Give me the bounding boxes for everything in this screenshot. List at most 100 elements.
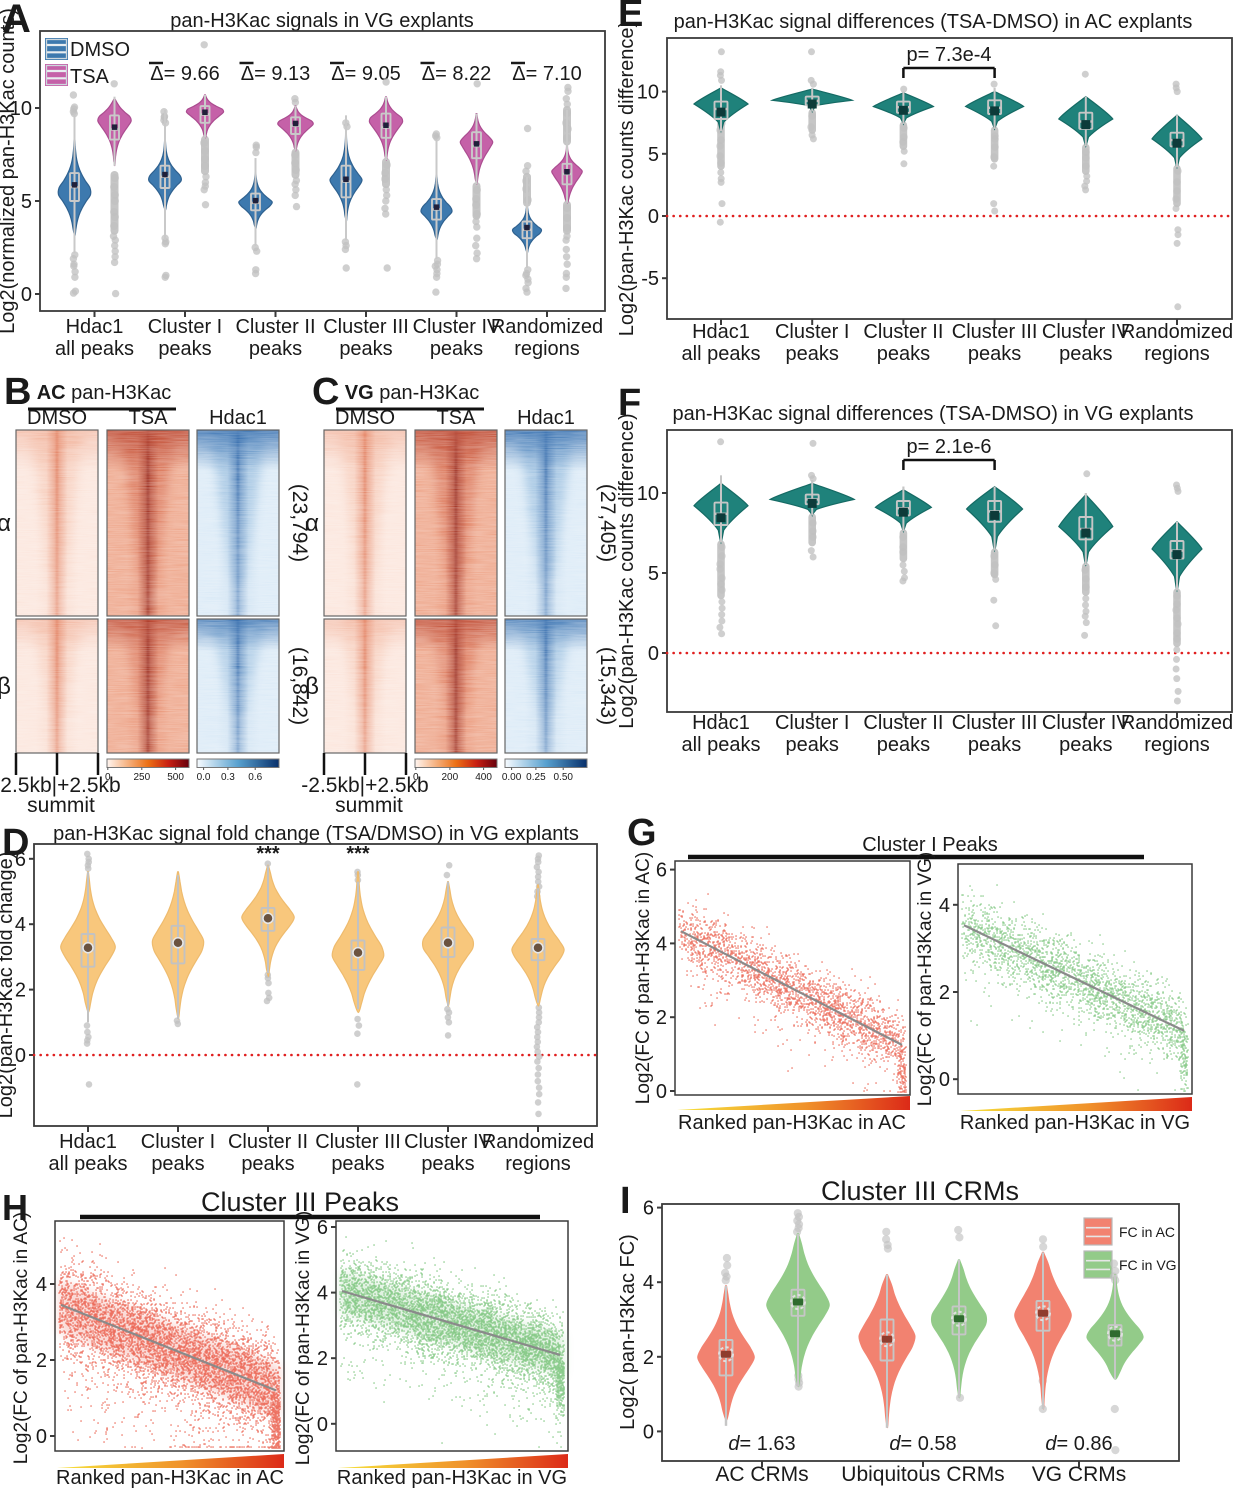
svg-text:B: B — [4, 371, 31, 413]
svg-text:Ranked pan-H3Kac in AC: Ranked pan-H3Kac in AC — [678, 1112, 906, 1134]
svg-text:0: 0 — [36, 1426, 47, 1448]
svg-text:Hdac1: Hdac1 — [66, 316, 124, 338]
svg-text:Δ= 9.66: Δ= 9.66 — [150, 63, 220, 85]
svg-text:Cluster II: Cluster II — [228, 1131, 308, 1153]
svg-text:Cluster II: Cluster II — [863, 321, 943, 343]
svg-text:pan-H3Kac signal differences (: pan-H3Kac signal differences (TSA-DMSO) … — [674, 11, 1193, 33]
svg-text:Ranked pan-H3Kac in AC: Ranked pan-H3Kac in AC — [56, 1467, 284, 1489]
svg-text:D: D — [2, 822, 29, 864]
svg-text:peaks: peaks — [1059, 734, 1112, 756]
svg-text:0: 0 — [656, 1081, 667, 1103]
svg-text:peaks: peaks — [786, 734, 839, 756]
svg-text:Log2(FC of pan-H3Kac in VG): Log2(FC of pan-H3Kac in VG) — [915, 852, 936, 1107]
svg-text:2: 2 — [643, 1347, 654, 1369]
svg-text:VG pan-H3Kac: VG pan-H3Kac — [345, 382, 480, 404]
svg-text:Cluster III CRMs: Cluster III CRMs — [821, 1176, 1019, 1206]
svg-text:TSA: TSA — [129, 407, 169, 429]
svg-text:0.6: 0.6 — [248, 772, 262, 783]
svg-text:AC pan-H3Kac: AC pan-H3Kac — [37, 382, 172, 404]
svg-text:5: 5 — [648, 563, 659, 585]
svg-text:regions: regions — [1144, 734, 1210, 756]
svg-text:peaks: peaks — [249, 338, 302, 360]
svg-text:0.3: 0.3 — [221, 772, 235, 783]
svg-text:summit: summit — [335, 794, 403, 817]
svg-text:(23,794): (23,794) — [288, 484, 311, 562]
svg-text:Hdac1: Hdac1 — [209, 407, 267, 429]
svg-text:400: 400 — [475, 772, 492, 783]
svg-text:α: α — [0, 510, 11, 537]
svg-text:Ranked pan-H3Kac in VG: Ranked pan-H3Kac in VG — [960, 1112, 1190, 1134]
svg-text:Cluster I: Cluster I — [775, 712, 849, 734]
svg-text:Log2( pan-H3Kac FC): Log2( pan-H3Kac FC) — [617, 1234, 639, 1430]
svg-text:pan-H3Kac signal fold change (: pan-H3Kac signal fold change (TSA/DMSO) … — [53, 823, 579, 845]
svg-text:-5: -5 — [641, 268, 659, 290]
svg-text:E: E — [618, 0, 643, 35]
svg-text:d= 1.63: d= 1.63 — [728, 1433, 795, 1455]
svg-text:(16,842): (16,842) — [288, 647, 311, 725]
svg-text:0: 0 — [648, 643, 659, 665]
svg-text:0.0: 0.0 — [197, 772, 211, 783]
svg-text:0: 0 — [413, 772, 419, 783]
svg-text:Cluster III: Cluster III — [952, 712, 1038, 734]
svg-text:5: 5 — [21, 191, 32, 213]
svg-text:DMSO: DMSO — [70, 39, 130, 61]
svg-text:peaks: peaks — [430, 338, 483, 360]
svg-text:FC in VG: FC in VG — [1119, 1257, 1177, 1273]
svg-text:d= 0.86: d= 0.86 — [1045, 1433, 1112, 1455]
svg-text:Cluster III: Cluster III — [323, 316, 409, 338]
svg-text:peaks: peaks — [241, 1153, 294, 1175]
svg-text:peaks: peaks — [968, 343, 1021, 365]
svg-text:0: 0 — [939, 1069, 950, 1091]
svg-text:4: 4 — [643, 1272, 654, 1294]
svg-text:-2.5kb|+2.5kb: -2.5kb|+2.5kb — [301, 774, 428, 797]
svg-text:Hdac1: Hdac1 — [692, 321, 750, 343]
svg-text:Randomized: Randomized — [1121, 321, 1233, 343]
svg-text:TSA: TSA — [70, 66, 110, 88]
svg-text:pan-H3Kac signal differences (: pan-H3Kac signal differences (TSA-DMSO) … — [673, 403, 1194, 425]
svg-text:d= 0.58: d= 0.58 — [889, 1433, 956, 1455]
svg-text:2: 2 — [36, 1350, 47, 1372]
svg-text:Cluster I: Cluster I — [148, 316, 222, 338]
svg-text:F: F — [618, 382, 641, 424]
svg-text:Cluster I Peaks: Cluster I Peaks — [862, 834, 998, 856]
svg-text:2: 2 — [317, 1348, 328, 1370]
svg-text:4: 4 — [15, 914, 26, 936]
svg-text:Log2(pan-H3Kac fold change): Log2(pan-H3Kac fold change) — [0, 852, 17, 1119]
svg-text:DMSO: DMSO — [27, 407, 87, 429]
svg-text:4: 4 — [317, 1283, 328, 1305]
svg-text:all peaks: all peaks — [55, 338, 134, 360]
svg-text:G: G — [627, 812, 657, 854]
svg-text:-2.5kb|+2.5kb: -2.5kb|+2.5kb — [0, 774, 121, 797]
svg-text:Δ= 9.05: Δ= 9.05 — [331, 63, 401, 85]
svg-text:Δ= 7.10: Δ= 7.10 — [512, 63, 582, 85]
svg-text:6: 6 — [656, 860, 667, 882]
svg-text:Cluster IV: Cluster IV — [404, 1131, 492, 1153]
svg-text:10: 10 — [10, 98, 32, 120]
svg-text:Cluster III: Cluster III — [315, 1131, 401, 1153]
svg-text:Δ= 8.22: Δ= 8.22 — [422, 63, 492, 85]
svg-text:peaks: peaks — [158, 338, 211, 360]
svg-text:0: 0 — [648, 206, 659, 228]
svg-text:peaks: peaks — [968, 734, 1021, 756]
svg-text:500: 500 — [167, 772, 184, 783]
svg-text:250: 250 — [134, 772, 151, 783]
svg-text:4: 4 — [36, 1274, 47, 1296]
svg-text:peaks: peaks — [339, 338, 392, 360]
svg-text:10: 10 — [637, 82, 659, 104]
svg-text:***: *** — [256, 843, 280, 865]
svg-text:Cluster III: Cluster III — [952, 321, 1038, 343]
svg-text:A: A — [2, 0, 31, 41]
svg-text:Δ= 9.13: Δ= 9.13 — [241, 63, 311, 85]
svg-text:all peaks: all peaks — [49, 1153, 128, 1175]
svg-text:DMSO: DMSO — [335, 407, 395, 429]
svg-text:6: 6 — [643, 1198, 654, 1220]
svg-text:Hdac1: Hdac1 — [517, 407, 575, 429]
svg-text:Hdac1: Hdac1 — [692, 712, 750, 734]
svg-text:TSA: TSA — [437, 407, 477, 429]
svg-text:Cluster III Peaks: Cluster III Peaks — [201, 1187, 399, 1217]
svg-text:6: 6 — [317, 1217, 328, 1239]
svg-text:(27,405): (27,405) — [596, 484, 619, 562]
svg-text:Log2(pan-H3Kac counts differen: Log2(pan-H3Kac counts difference) — [616, 413, 638, 728]
svg-text:(15,343): (15,343) — [596, 647, 619, 725]
svg-text:summit: summit — [27, 794, 95, 817]
